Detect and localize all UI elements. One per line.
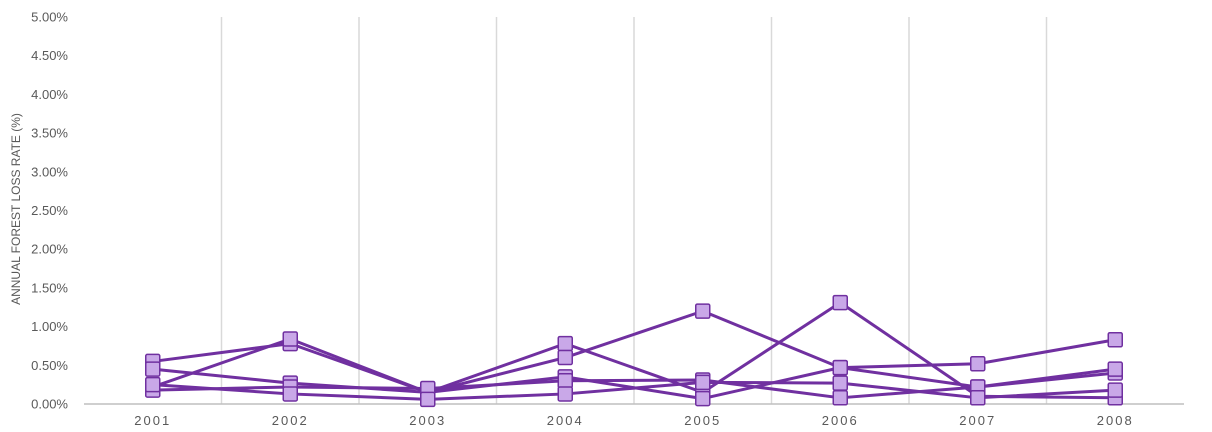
x-tick-label: 2004	[547, 413, 584, 428]
gridlines	[220, 17, 1048, 404]
series-line	[152, 309, 1116, 394]
data-point-marker	[1107, 332, 1123, 348]
y-tick-label: 1.50%	[31, 280, 68, 295]
series-line	[152, 367, 1116, 400]
data-point-marker	[1107, 361, 1123, 377]
data-point-marker	[282, 386, 298, 402]
y-tick-label: 3.50%	[31, 126, 68, 141]
data-point-marker	[420, 391, 436, 408]
x-tick-label: 2007	[959, 413, 996, 428]
data-point-marker	[695, 390, 711, 407]
data-point-marker	[145, 361, 161, 377]
tick-labels: 0.00% 0.50% 1.00% 1.50% 2.00% 2.50% 3.00% 3.50%…	[31, 10, 1134, 429]
y-tick-label: 4.50%	[31, 48, 68, 63]
y-tick-label: 0.00%	[31, 397, 68, 412]
data-point-marker	[695, 303, 711, 319]
y-tick-label: 2.00%	[31, 242, 68, 257]
y-tick-label: 3.00%	[31, 164, 68, 179]
y-tick-label: 2.50%	[31, 203, 68, 218]
data-point-marker	[1107, 382, 1123, 398]
y-tick-label: 4.00%	[31, 87, 68, 102]
y-tick-label: 1.00%	[31, 319, 68, 334]
data-point-marker	[832, 359, 848, 376]
data-point-marker	[557, 373, 573, 389]
data-point-marker	[145, 376, 161, 393]
series-layer	[145, 294, 1123, 408]
series-line	[152, 380, 1116, 401]
x-tick-label: 2006	[822, 413, 859, 428]
x-tick-label: 2002	[272, 413, 309, 428]
data-point-marker	[970, 356, 986, 372]
series-line	[152, 301, 1116, 400]
data-point-marker	[282, 331, 298, 347]
data-point-marker	[557, 349, 573, 366]
data-point-marker	[832, 390, 848, 406]
x-tick-label: 2001	[134, 413, 171, 428]
data-point-marker	[695, 374, 711, 391]
y-tick-label: 0.50%	[31, 358, 68, 373]
data-point-marker	[832, 294, 848, 311]
y-tick-label: 5.00%	[31, 10, 68, 25]
data-point-marker	[832, 375, 848, 391]
x-tick-label: 2008	[1097, 413, 1134, 428]
data-point-marker	[970, 390, 986, 406]
data-point-marker	[557, 386, 573, 402]
x-tick-label: 2003	[409, 413, 446, 428]
y-axis-title: ANNUAL FOREST LOSS RATE (%)	[9, 113, 23, 305]
data-point-marker	[557, 335, 573, 352]
x-tick-label: 2005	[684, 413, 721, 428]
